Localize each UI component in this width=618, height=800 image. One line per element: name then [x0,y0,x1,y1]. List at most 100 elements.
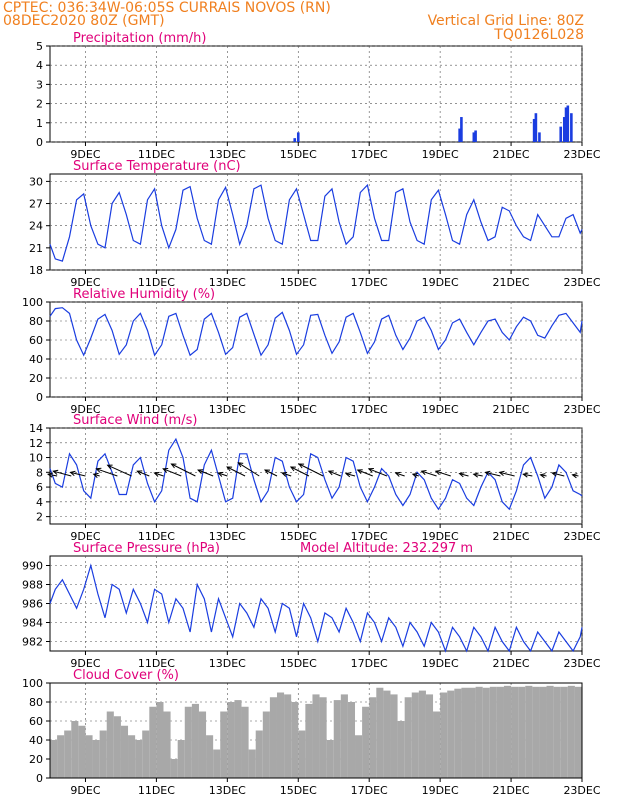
cloud-bar [305,703,313,778]
cloud-bar [284,694,292,778]
cloud-bar [248,749,256,778]
cloud-bar [269,697,277,778]
x-tick-label: 15DEC [280,784,317,797]
y-tick-label: 6 [36,481,43,494]
x-tick-label: 15DEC [280,276,317,289]
x-tick-label: 21DEC [493,657,530,670]
wind-vector-head [52,469,59,475]
y-tick-label: 1 [36,117,43,130]
y-tick-label: 12 [29,437,43,450]
cloud-bar [99,730,107,778]
cloud-bar [234,700,242,778]
cloud-bar [347,702,356,778]
x-tick-label: 11DEC [138,657,175,670]
panel-frame [49,301,583,398]
cloud-bar [276,692,285,778]
precip-bar [460,117,463,142]
precip-bar [559,126,563,142]
x-tick-label: 9DEC [70,403,100,416]
panel-frame [49,682,583,779]
wind-vector [237,462,260,477]
cloud-bar [482,687,490,778]
x-tick-label: 23DEC [563,403,600,416]
wind-vector [485,471,501,477]
wind-vector [137,470,150,477]
cloud-bar [198,711,207,778]
x-tick-label: 9DEC [70,276,100,289]
cloud-bar [262,711,270,778]
y-tick-label: 990 [22,560,43,573]
wind-vector [197,469,214,477]
panel-title: Surface Wind (m/s) [73,413,197,428]
wind-vector [328,470,342,477]
precip-bar [293,138,297,142]
wind-vector [154,472,164,477]
wind-vector [107,464,132,477]
y-tick-label: 100 [22,677,43,690]
x-tick-label: 21DEC [493,403,530,416]
x-tick-label: 9DEC [70,657,100,670]
x-tick-label: 13DEC [209,784,246,797]
y-tick-label: 0 [36,136,43,149]
cloud-bar [362,706,370,778]
panel-frame [49,173,583,271]
y-tick-label: 0 [36,772,43,785]
x-tick-label: 19DEC [422,657,459,670]
x-tick-label: 19DEC [422,530,459,543]
wind-vector [421,470,437,477]
wind-vector-head [281,471,288,477]
x-tick-label: 17DEC [351,403,388,416]
y-tick-label: 984 [22,617,43,630]
x-tick-label: 9DEC [70,530,100,543]
wind-vector [345,473,356,477]
wind-vector-head [197,469,204,475]
cloud-bar [447,690,455,778]
cloud-bar [255,730,263,778]
x-tick-label: 17DEC [351,657,388,670]
wind-vector-head [539,473,546,479]
cloud-bar [333,700,341,778]
y-tick-label: 10 [29,452,43,465]
cloud-bar [113,716,121,778]
x-tick-label: 21DEC [493,784,530,797]
cloud-bar [397,721,405,778]
wind-vector-head [46,472,54,478]
panel-annotation: Model Altitude: 232.297 m [300,541,473,556]
x-tick-label: 23DEC [563,657,600,670]
cloud-bar [227,702,235,778]
wind-vector-head [92,472,99,478]
cloud-bar [92,740,100,778]
cloud-bar [404,697,412,778]
x-tick-label: 17DEC [351,148,388,161]
wind-vector-head [498,470,505,476]
x-tick-label: 11DEC [138,403,175,416]
precip-bar [474,130,477,142]
x-tick-label: 23DEC [563,530,600,543]
x-tick-label: 17DEC [351,784,388,797]
wind-vector-head [327,470,334,476]
wind-vector [298,463,324,477]
cloud-bar [574,686,582,778]
panel-title: Relative Humidity (%) [73,287,215,302]
precip-bar [296,132,300,142]
panel-title: Precipitation (mm/h) [73,31,206,46]
rh-line [49,307,583,357]
wind-vector [552,472,565,477]
wind-vector-head [411,472,418,478]
header-station: CPTEC: 036:34W-06:05S CURRAIS NOVOS (RN) [3,0,331,16]
cloud-bar [496,686,504,778]
x-tick-label: 23DEC [563,784,600,797]
x-tick-label: 19DEC [422,148,459,161]
cloud-bar [85,735,93,778]
y-tick-label: 60 [29,334,43,347]
wind-vector [70,471,86,477]
wind-vector [435,470,451,477]
wind-vector [357,469,373,477]
cloud-bar [156,702,164,778]
cloud-bar [142,730,150,778]
x-tick-label: 13DEC [209,403,246,416]
cloud-bar [184,706,192,778]
cloud-bar [326,740,334,778]
cloud-bar [298,730,306,778]
